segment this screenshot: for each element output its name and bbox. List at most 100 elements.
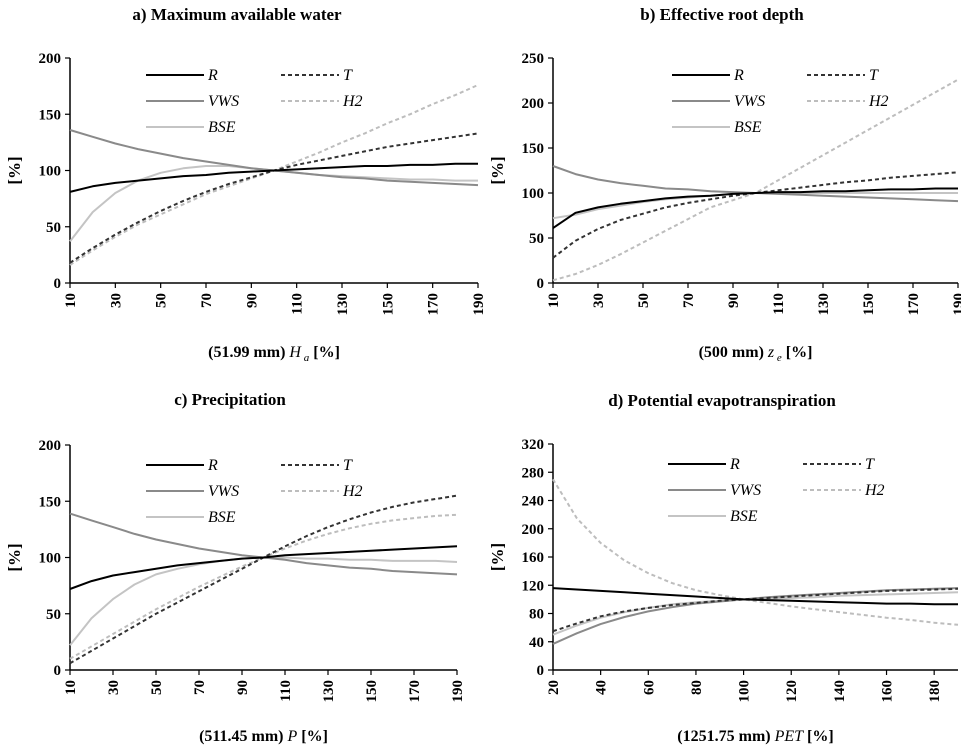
series-line-r xyxy=(552,187,958,229)
y-tick-label: 200 xyxy=(522,96,545,112)
x-tick-label: 150 xyxy=(364,680,380,703)
chart-panel-1: a) Maximum available water 0 50 100 150 200 10… xyxy=(5,5,487,364)
x-tick-label: 190 xyxy=(471,293,487,316)
series-line-vws xyxy=(552,165,959,203)
x-tick-label: 50 xyxy=(149,680,165,695)
legend-label-vws: VWS xyxy=(208,93,239,110)
series-line-bse xyxy=(69,165,478,243)
chart-title: a) Maximum available water xyxy=(132,5,342,24)
legend-label-r: R xyxy=(733,67,744,84)
series-line-h2 xyxy=(69,84,479,266)
series-line-vws xyxy=(552,587,959,645)
x-tick-label: 70 xyxy=(199,293,215,308)
chart-title: c) Precipitation xyxy=(174,390,286,409)
series-line-t xyxy=(552,171,959,259)
y-tick-label: 150 xyxy=(522,141,545,157)
x-tick-label: 20 xyxy=(546,680,562,695)
x-tick-label: 90 xyxy=(244,293,260,308)
y-tick-label: 50 xyxy=(46,220,61,236)
x-tick-label: 130 xyxy=(321,680,337,703)
x-tick-label: 170 xyxy=(407,680,423,703)
y-tick-label: 200 xyxy=(39,438,62,454)
x-tick-label: 160 xyxy=(880,680,896,703)
x-tick-label: 10 xyxy=(546,293,562,308)
series-line-t xyxy=(69,132,479,264)
y-tick-label: 0 xyxy=(54,663,62,679)
x-tick-label: 30 xyxy=(106,680,122,695)
legend-label-h2: H2 xyxy=(342,93,363,110)
legend-label-t: T xyxy=(869,67,879,84)
x-tick-label: 60 xyxy=(641,680,657,695)
y-tick-label: 120 xyxy=(522,578,545,594)
x-axis-label: (1251.75 mm) PET [%] xyxy=(677,728,833,745)
legend-label-h2: H2 xyxy=(342,483,363,500)
y-axis-label: [%] xyxy=(488,156,507,184)
y-tick-label: 160 xyxy=(522,550,545,566)
legend-label-r: R xyxy=(207,67,218,84)
chart-panel-4: d) Potential evapotranspiration 0 40 80 120 1… xyxy=(488,391,959,745)
x-tick-label: 50 xyxy=(636,293,652,308)
y-axis-label: [%] xyxy=(488,543,507,571)
x-tick-label: 150 xyxy=(861,293,877,316)
x-tick-label: 170 xyxy=(906,293,922,316)
y-tick-label: 0 xyxy=(54,276,62,292)
x-tick-label: 110 xyxy=(290,293,306,315)
x-axis-label: (511.45 mm) P [%] xyxy=(199,728,328,745)
x-tick-label: 90 xyxy=(235,680,251,695)
chart-panel-2: b) Effective root depth 0 50 100 150 200 250 10… xyxy=(488,5,961,364)
legend-label-t: T xyxy=(865,456,875,473)
x-tick-label: 140 xyxy=(832,680,848,703)
legend-label-bse: BSE xyxy=(730,508,758,525)
y-tick-label: 200 xyxy=(522,522,545,538)
y-tick-label: 150 xyxy=(39,107,62,123)
x-tick-label: 150 xyxy=(380,293,396,316)
x-tick-label: 100 xyxy=(737,680,753,703)
series-line-r xyxy=(552,587,958,606)
y-tick-label: 100 xyxy=(39,551,62,567)
x-tick-label: 30 xyxy=(108,293,124,308)
chart-title: d) Potential evapotranspiration xyxy=(608,391,836,410)
x-tick-label: 130 xyxy=(335,293,351,316)
x-tick-label: 180 xyxy=(927,680,943,703)
x-tick-label: 120 xyxy=(784,680,800,703)
legend-label-t: T xyxy=(343,457,353,474)
series-line-h2 xyxy=(552,78,959,282)
legend-label-bse: BSE xyxy=(208,509,236,526)
y-tick-label: 0 xyxy=(537,276,545,292)
y-tick-label: 150 xyxy=(39,494,62,510)
y-tick-label: 320 xyxy=(522,437,545,453)
series-line-vws xyxy=(69,512,458,576)
y-tick-label: 100 xyxy=(39,164,62,180)
legend-label-h2: H2 xyxy=(864,482,885,499)
legend-label-vws: VWS xyxy=(208,483,239,500)
legend-label-r: R xyxy=(729,456,740,473)
x-tick-label: 110 xyxy=(278,680,294,702)
series-line-h2 xyxy=(552,478,959,626)
y-tick-label: 50 xyxy=(529,231,544,247)
legend-label-r: R xyxy=(207,457,218,474)
x-tick-label: 190 xyxy=(951,293,961,316)
x-axis-label: (500 mm) z e [%] xyxy=(699,344,813,364)
chart-panel-3: c) Precipitation 0 50 100 150 200 10 30 50 70 90 11… xyxy=(5,390,466,745)
x-tick-label: 40 xyxy=(594,680,610,695)
x-tick-label: 30 xyxy=(591,293,607,308)
x-axis-label: (51.99 mm) H a [%] xyxy=(208,344,340,364)
series-line-r xyxy=(69,545,458,590)
series-line-r xyxy=(69,162,478,193)
x-tick-label: 70 xyxy=(681,293,697,308)
x-tick-label: 130 xyxy=(816,293,832,316)
y-tick-label: 240 xyxy=(522,494,545,510)
y-tick-label: 0 xyxy=(537,663,545,679)
series-line-vws xyxy=(69,129,479,187)
y-axis-label: [%] xyxy=(5,156,24,184)
x-tick-label: 10 xyxy=(63,680,79,695)
legend-label-t: T xyxy=(343,67,353,84)
chart-title: b) Effective root depth xyxy=(640,5,804,24)
series-line-h2 xyxy=(69,513,458,660)
x-tick-label: 10 xyxy=(63,293,79,308)
x-tick-label: 80 xyxy=(689,680,705,695)
x-tick-label: 190 xyxy=(450,680,466,703)
y-tick-label: 250 xyxy=(522,51,545,67)
y-tick-label: 100 xyxy=(522,186,545,202)
